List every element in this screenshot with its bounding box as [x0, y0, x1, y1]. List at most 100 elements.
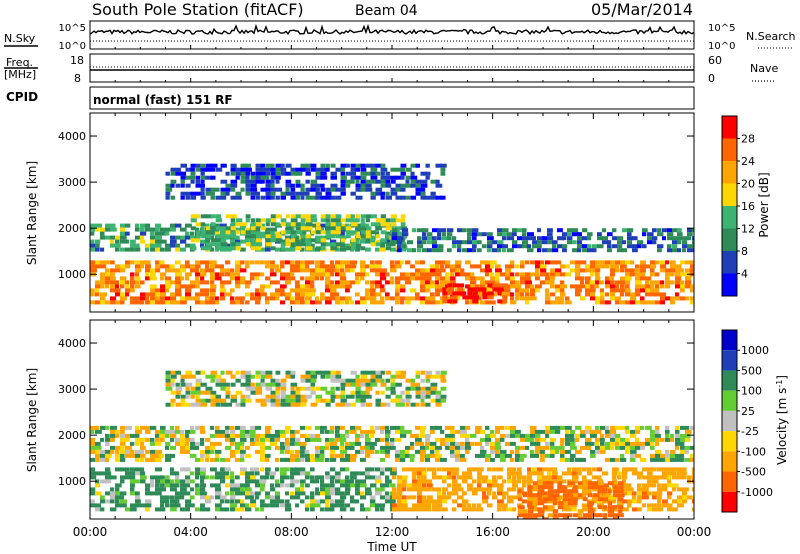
- heatmap-cell: [110, 425, 117, 430]
- heatmap-cell: [265, 195, 272, 200]
- heatmap-cell: [170, 378, 175, 383]
- heatmap-cell: [305, 195, 312, 200]
- heatmap-cell: [612, 244, 618, 249]
- heatmap-cell: [615, 445, 621, 450]
- heatmap-cell: [310, 457, 316, 462]
- heatmap-cell: [460, 425, 466, 430]
- heatmap-cell: [185, 292, 191, 297]
- heatmap-cell: [145, 300, 151, 305]
- heatmap-cell: [660, 280, 665, 285]
- heatmap-cell: [240, 499, 245, 504]
- heatmap-cell: [520, 280, 526, 285]
- heatmap-cell: [185, 441, 190, 446]
- heatmap-cell: [280, 191, 286, 196]
- heatmap-cell: [250, 222, 257, 227]
- heatmap-cell: [615, 280, 621, 285]
- heatmap-cell: [220, 378, 226, 383]
- heatmap-cell: [210, 238, 217, 243]
- heatmap-cell: [155, 479, 161, 484]
- heatmap-cell: [435, 264, 440, 269]
- heatmap-cell: [295, 495, 301, 500]
- heatmap-cell: [220, 272, 225, 277]
- heatmap-cell: [395, 230, 400, 235]
- heatmap-cell: [532, 517, 538, 519]
- heatmap-cell: [135, 429, 142, 434]
- heatmap-cell: [600, 264, 606, 269]
- heatmap-cell: [310, 503, 316, 508]
- heatmap-cell: [420, 276, 427, 281]
- heatmap-cell: [255, 163, 261, 168]
- heatmap-cell: [560, 449, 567, 454]
- heatmap-cell: [457, 244, 462, 249]
- heatmap-cell: [415, 382, 421, 387]
- heatmap-cell: [475, 453, 482, 458]
- heatmap-cell: [392, 467, 397, 472]
- heatmap-cell: [350, 171, 356, 176]
- heatmap-cell: [280, 475, 286, 480]
- heatmap-cell: [390, 187, 397, 192]
- heatmap-cell: [345, 453, 351, 458]
- heatmap-cell: [145, 457, 151, 462]
- heatmap-cell: [130, 507, 137, 512]
- x-tick-label: 20:00: [576, 525, 611, 539]
- heatmap-cell: [622, 467, 629, 472]
- heatmap-cell: [575, 437, 580, 442]
- heatmap-cell: [665, 457, 672, 462]
- heatmap-cell: [617, 236, 624, 241]
- heatmap-cell: [195, 457, 202, 462]
- heatmap-cell: [110, 223, 116, 228]
- heatmap-cell: [335, 280, 340, 285]
- heatmap-cell: [340, 507, 347, 512]
- heatmap-cell: [492, 467, 499, 472]
- heatmap-cell: [165, 288, 170, 293]
- heatmap-cell: [452, 471, 459, 476]
- heatmap-cell: [275, 222, 280, 227]
- heatmap-cell: [502, 244, 508, 249]
- heatmap-cell: [507, 507, 513, 512]
- heatmap-cell: [512, 240, 518, 245]
- heatmap-cell: [650, 445, 655, 450]
- heatmap-cell: [225, 246, 231, 251]
- heatmap-cell: [170, 243, 177, 248]
- heatmap-cell: [130, 491, 137, 496]
- heatmap-cell: [320, 272, 326, 277]
- heatmap-cell: [185, 479, 191, 484]
- heatmap-cell: [250, 475, 256, 480]
- heatmap-cell: [350, 230, 357, 235]
- heatmap-cell: [415, 292, 420, 297]
- heatmap-cell: [145, 487, 150, 492]
- heatmap-cell: [260, 260, 265, 265]
- heatmap-cell: [345, 483, 351, 488]
- heatmap-cell: [175, 429, 182, 434]
- heatmap-cell: [315, 449, 321, 454]
- heatmap-cell: [95, 223, 102, 228]
- heatmap-cell: [475, 276, 481, 281]
- heatmap-cell: [330, 483, 335, 488]
- heatmap-cell: [580, 260, 587, 265]
- heatmap-cell: [185, 475, 191, 480]
- heatmap-cell: [682, 240, 688, 245]
- heatmap-cell: [452, 499, 458, 504]
- heatmap-cell: [385, 272, 390, 277]
- heatmap-cell: [115, 453, 121, 458]
- heatmap-cell: [230, 171, 236, 176]
- heatmap-cell: [335, 503, 342, 508]
- heatmap-cell: [295, 191, 301, 196]
- heatmap-cell: [240, 433, 247, 438]
- heatmap-cell: [235, 402, 243, 407]
- heatmap-cell: [405, 280, 411, 285]
- heatmap-cell: [250, 242, 258, 247]
- heatmap-cell: [300, 398, 308, 403]
- heatmap-cell: [210, 175, 216, 180]
- heatmap-cell: [455, 296, 461, 301]
- noise-panel: N.Sky 10^5 10^0 10^5 10^0 N.Search: [4, 20, 796, 52]
- heatmap-cell: [260, 247, 266, 252]
- heatmap-cell: [375, 449, 380, 454]
- heatmap-cell: [290, 402, 296, 407]
- heatmap-cell: [180, 398, 186, 403]
- heatmap-cell: [205, 296, 210, 301]
- heatmap-cell: [595, 268, 601, 273]
- heatmap-cell: [125, 453, 130, 458]
- heatmap-cell: [555, 429, 561, 434]
- heatmap-cell: [360, 445, 367, 450]
